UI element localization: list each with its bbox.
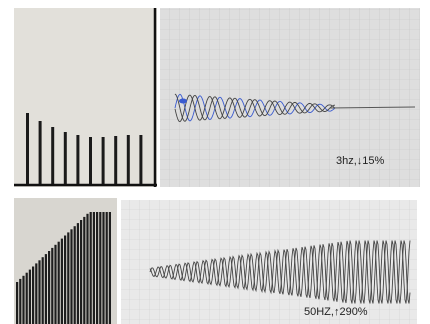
strip-bar <box>35 263 38 324</box>
strip-bar <box>32 266 35 324</box>
recording-bottom <box>121 200 417 324</box>
strip-bar <box>108 212 111 324</box>
panel-label: 50HZ,↑290% <box>304 306 368 318</box>
strip-bar <box>48 251 51 324</box>
strip-bar <box>26 113 29 184</box>
strip-bar <box>38 260 41 324</box>
strip-bar <box>51 127 55 184</box>
strip-bar <box>51 247 54 324</box>
strip-bar <box>80 220 83 324</box>
strip-bar <box>99 212 102 324</box>
recording-top <box>160 8 420 187</box>
strip-bar <box>86 213 89 324</box>
strip-bar <box>22 275 25 324</box>
trace <box>329 106 416 109</box>
strip-bar <box>44 254 47 324</box>
strip-bar <box>64 235 67 324</box>
strip-bar <box>57 241 60 324</box>
strip-bar <box>96 212 99 324</box>
photo-strip-top <box>14 8 157 187</box>
strip-bar <box>89 137 92 184</box>
waveform <box>149 240 411 304</box>
strip-bar <box>89 212 92 324</box>
trace <box>174 94 336 123</box>
strip-bar <box>41 257 44 324</box>
strip-bar <box>76 223 79 324</box>
strip-bar <box>67 232 70 324</box>
strip-bar <box>60 238 63 324</box>
strip-bar <box>126 135 130 184</box>
strip-bar <box>28 269 31 324</box>
strip-bar <box>114 136 118 184</box>
strip-bar <box>105 212 108 324</box>
waveform <box>174 93 416 123</box>
strip-bar <box>70 229 73 324</box>
strip-bar <box>16 282 19 324</box>
strip-bar <box>83 216 86 324</box>
strip-bar <box>19 278 22 324</box>
strip-bar <box>73 226 76 324</box>
strip-bar <box>101 137 105 184</box>
trace <box>149 240 411 304</box>
trace <box>174 93 335 122</box>
strip-bar <box>76 135 80 184</box>
marker <box>179 98 187 104</box>
panel-label: 3hz,↓15% <box>336 155 385 167</box>
strip-bar <box>38 121 42 184</box>
strip-bar <box>54 244 57 324</box>
strip-bar <box>25 272 28 324</box>
strip-bar <box>139 135 143 184</box>
strip-bar <box>92 212 95 324</box>
strip-bars <box>16 212 111 324</box>
strip-bar <box>102 212 105 324</box>
strip-bar <box>63 132 67 184</box>
strip-bars <box>26 113 143 184</box>
